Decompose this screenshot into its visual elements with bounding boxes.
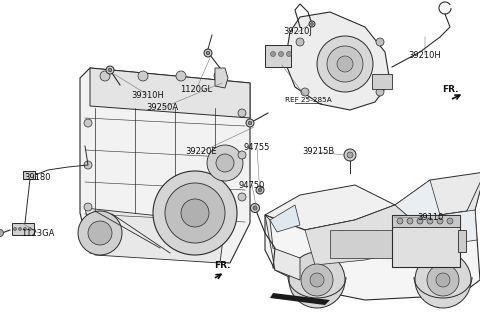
Text: 39310H: 39310H [132, 90, 165, 100]
Bar [330, 230, 395, 258]
Circle shape [204, 49, 212, 57]
Circle shape [165, 183, 225, 243]
Circle shape [278, 51, 284, 56]
Circle shape [214, 71, 224, 81]
Polygon shape [270, 205, 300, 232]
Circle shape [251, 203, 260, 213]
Circle shape [344, 149, 356, 161]
Text: 39180: 39180 [25, 174, 51, 182]
Circle shape [238, 151, 246, 159]
Circle shape [256, 186, 264, 194]
Circle shape [427, 218, 433, 224]
Circle shape [258, 188, 262, 192]
Circle shape [0, 230, 3, 237]
Text: 1120GL: 1120GL [180, 85, 212, 94]
Polygon shape [265, 185, 395, 230]
Bar [372, 74, 392, 89]
Circle shape [327, 46, 363, 82]
Circle shape [287, 51, 291, 56]
Circle shape [19, 227, 22, 231]
Circle shape [238, 109, 246, 117]
Text: 39110: 39110 [417, 214, 443, 222]
Circle shape [311, 23, 313, 25]
Circle shape [436, 273, 450, 287]
Circle shape [415, 252, 471, 308]
Circle shape [238, 193, 246, 201]
Text: 39215B: 39215B [302, 147, 334, 157]
Circle shape [100, 71, 110, 81]
Text: FR.: FR. [214, 261, 230, 270]
Polygon shape [395, 180, 440, 222]
Text: 39220E: 39220E [185, 147, 217, 157]
Text: 39210H: 39210H [408, 50, 442, 60]
Polygon shape [85, 208, 225, 263]
Circle shape [407, 218, 413, 224]
Circle shape [271, 51, 276, 56]
Bar [265, 45, 291, 67]
Circle shape [309, 21, 315, 27]
Circle shape [153, 171, 237, 255]
Circle shape [301, 88, 309, 96]
Circle shape [138, 71, 148, 81]
Circle shape [437, 218, 443, 224]
Circle shape [28, 227, 32, 231]
Circle shape [88, 221, 112, 245]
Polygon shape [265, 205, 480, 300]
Polygon shape [285, 12, 390, 110]
Circle shape [253, 206, 257, 210]
Circle shape [317, 36, 373, 92]
Polygon shape [395, 172, 480, 215]
Circle shape [206, 51, 210, 55]
Circle shape [84, 203, 92, 211]
Circle shape [376, 38, 384, 46]
Circle shape [176, 71, 186, 81]
Circle shape [376, 88, 384, 96]
Circle shape [427, 264, 459, 296]
Bar [458, 230, 466, 252]
Bar [392, 215, 460, 267]
Text: 94750: 94750 [239, 180, 265, 190]
Circle shape [310, 273, 324, 287]
Text: 94755: 94755 [244, 144, 270, 152]
Circle shape [397, 218, 403, 224]
Text: 39250A: 39250A [146, 104, 178, 112]
Circle shape [108, 68, 112, 72]
Text: 39210J: 39210J [284, 27, 312, 37]
Polygon shape [305, 205, 415, 265]
Circle shape [301, 264, 333, 296]
Bar [392, 215, 460, 227]
Polygon shape [215, 68, 228, 88]
Circle shape [296, 38, 304, 46]
Polygon shape [270, 293, 330, 305]
Circle shape [106, 66, 114, 74]
Circle shape [24, 227, 26, 231]
Circle shape [289, 252, 345, 308]
Polygon shape [465, 172, 480, 215]
Polygon shape [265, 215, 300, 280]
Circle shape [246, 119, 254, 127]
Polygon shape [80, 68, 250, 263]
Text: REF 25-285A: REF 25-285A [285, 97, 331, 103]
Circle shape [13, 227, 16, 231]
Circle shape [84, 161, 92, 169]
Circle shape [84, 119, 92, 127]
Circle shape [248, 121, 252, 125]
Bar [12, 223, 34, 235]
Circle shape [417, 218, 423, 224]
Circle shape [447, 218, 453, 224]
Circle shape [216, 154, 234, 172]
Polygon shape [440, 210, 477, 245]
Circle shape [207, 145, 243, 181]
Circle shape [347, 152, 353, 158]
Circle shape [78, 211, 122, 255]
Circle shape [181, 199, 209, 227]
Polygon shape [90, 68, 250, 118]
Text: 1123GA: 1123GA [21, 228, 55, 238]
Text: FR.: FR. [442, 85, 458, 94]
Bar [23, 171, 35, 179]
Circle shape [337, 56, 353, 72]
